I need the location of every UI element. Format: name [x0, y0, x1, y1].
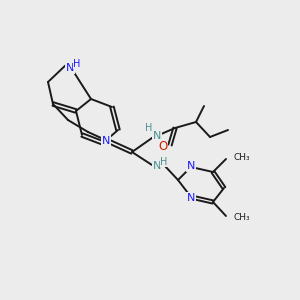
Text: H: H [73, 59, 81, 69]
Text: N: N [102, 136, 110, 146]
Text: CH₃: CH₃ [233, 214, 250, 223]
Text: H: H [160, 157, 168, 167]
Text: N: N [187, 193, 195, 203]
Text: CH₃: CH₃ [233, 152, 250, 161]
Text: N: N [66, 63, 74, 73]
Text: N: N [153, 131, 161, 141]
Text: O: O [158, 140, 168, 154]
Text: N: N [153, 161, 161, 171]
Text: H: H [145, 123, 153, 133]
Text: N: N [187, 161, 195, 171]
